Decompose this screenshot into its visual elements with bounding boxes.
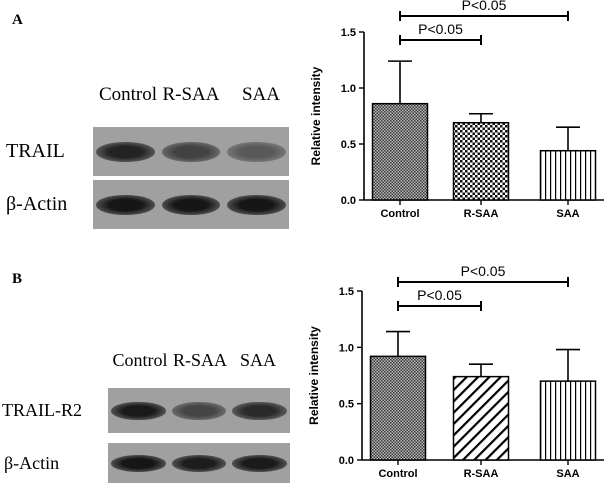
x-tick-label: R-SAA [464, 208, 499, 220]
bar-chart-a: 0.0 0.5 1.0 1.5 Relative intensity Control R-S… [309, 0, 604, 220]
blot-row-label: TRAIL [6, 140, 65, 162]
bar [371, 102, 429, 201]
bar [539, 149, 597, 201]
blot-band [171, 455, 227, 472]
blot-band [111, 401, 166, 421]
blot-row-label: β-Actin [6, 193, 68, 215]
blot-lane-label: SAA [239, 350, 277, 370]
significance-label: P<0.05 [462, 0, 507, 13]
y-tick-label: 0.5 [339, 399, 354, 411]
blot-band [161, 194, 221, 216]
x-tick-label: Control [378, 468, 417, 480]
blot-lane-label: R-SAA [172, 350, 228, 370]
significance-label: P<0.05 [417, 287, 462, 303]
bar-chart-b: 0.0 0.5 1.0 1.5 Relative intensity Control R-S… [307, 263, 604, 480]
bar [452, 375, 510, 461]
bar [452, 121, 510, 201]
western-blot-strip-actin [93, 180, 289, 229]
x-tick-label: SAA [556, 468, 579, 480]
y-tick-label: 0.5 [341, 139, 356, 151]
blot-lane-label: Control [98, 84, 158, 105]
y-tick-label: 1.5 [339, 286, 354, 298]
y-tick-label: 0.0 [341, 195, 356, 207]
blot-band [226, 141, 286, 163]
blot-band [111, 455, 166, 472]
x-tick-label: Control [380, 208, 419, 220]
significance-label: P<0.05 [418, 21, 463, 37]
blot-band [161, 141, 221, 163]
bar [539, 380, 597, 461]
bar [369, 355, 427, 461]
blot-band [96, 141, 156, 163]
blot-band [96, 194, 156, 216]
significance-label: P<0.05 [461, 263, 506, 279]
blot-band [226, 194, 286, 216]
blot-band [232, 455, 287, 472]
panel-b: B Control R-SAA SAA TRAIL-R2 β-Actin 0.0… [0, 248, 609, 496]
panel-letter: B [12, 271, 23, 287]
blot-lane-label: Control [112, 350, 168, 370]
panel-a: A Control R-SAA SAA TRAIL β-Actin 0.0 0.5… [6, 0, 604, 229]
x-tick-label: SAA [556, 208, 579, 220]
x-tick-label: R-SAA [464, 468, 499, 480]
western-blot-strip-trail [93, 127, 289, 176]
western-blot-strip-actin [108, 443, 290, 483]
blot-lane-label: SAA [241, 84, 281, 105]
y-tick-label: 1.5 [341, 27, 356, 39]
blot-lane-label: R-SAA [162, 84, 220, 105]
panel-letter: A [12, 12, 23, 28]
western-blot-strip-trail-r2 [108, 388, 290, 433]
y-axis-label: Relative intensity [309, 66, 323, 165]
y-tick-label: 1.0 [339, 342, 354, 354]
y-tick-label: 0.0 [339, 455, 354, 467]
blot-row-label: β-Actin [4, 453, 60, 473]
y-tick-label: 1.0 [341, 83, 356, 95]
blot-band [232, 401, 287, 421]
y-axis-label: Relative intensity [307, 326, 321, 425]
blot-band [171, 401, 227, 421]
blot-row-label: TRAIL-R2 [2, 400, 82, 420]
